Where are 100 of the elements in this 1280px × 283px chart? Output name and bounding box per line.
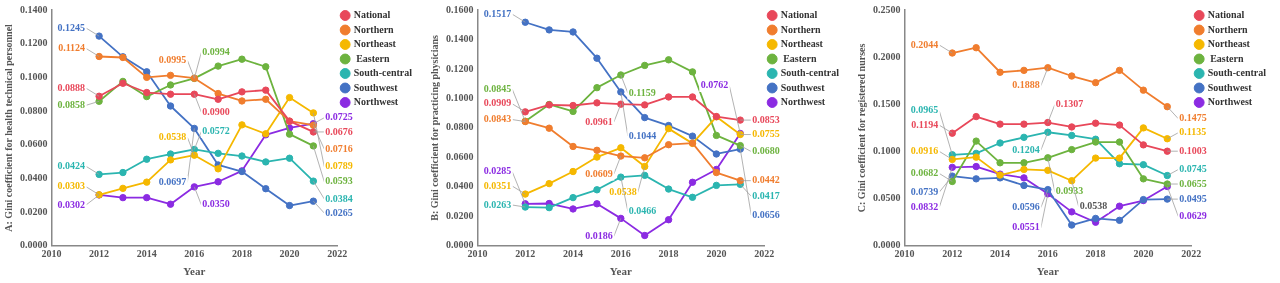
data-label: 0.0680 (752, 145, 780, 157)
data-label: 0.0933 (1055, 185, 1084, 197)
y-tick-label: 0.1200 (446, 62, 474, 74)
data-label: 0.0858 (57, 98, 86, 110)
x-tick-label: 2014 (136, 248, 157, 260)
data-label: 0.0843 (483, 113, 512, 125)
data-label: 0.0384 (325, 192, 353, 204)
data-label: 0.1003 (1179, 144, 1207, 156)
data-label: 0.0596 (1012, 201, 1040, 213)
data-label: 0.0994 (202, 45, 230, 57)
data-label: 0.0285 (483, 165, 512, 177)
y-axis-title: C: Gini coefficient for registered nurses (855, 43, 867, 213)
legend-label: Northwest (353, 96, 399, 108)
y-tick-label: 0.0500 (873, 192, 901, 204)
data-label: 0.0629 (1179, 210, 1207, 222)
x-tick-label: 2018 (1085, 248, 1106, 260)
data-label: 0.0655 (1179, 177, 1207, 189)
data-label: 0.0551 (1012, 221, 1040, 233)
data-label: 0.0538 (609, 186, 637, 198)
y-tick-label: 0.0800 (20, 104, 48, 116)
data-label: 0.0832 (910, 200, 939, 212)
legend-label: Eastern (780, 52, 817, 64)
data-label: 0.0424 (57, 159, 86, 171)
data-label: 0.1475 (1179, 112, 1207, 124)
legend-label: Northeast (353, 38, 397, 50)
y-tick-label: 0.0200 (446, 209, 474, 221)
data-label: 0.0593 (325, 175, 353, 187)
y-tick-label: 0.0600 (446, 150, 474, 162)
data-label: 0.0900 (202, 105, 230, 117)
data-label: 0.1307 (1055, 98, 1084, 110)
data-label: 0.0265 (325, 206, 353, 218)
data-label: 0.0725 (325, 111, 353, 123)
legend-label: National (353, 9, 391, 21)
y-tick-label: 0.0400 (446, 180, 474, 192)
x-tick-label: 2014 (990, 248, 1011, 260)
data-label: 0.1204 (1012, 143, 1040, 155)
legend-label: National (780, 9, 818, 21)
legend-label: Eastern (353, 52, 390, 64)
legend-label: National (1207, 9, 1245, 21)
data-label: 0.0682 (910, 167, 939, 179)
x-tick-label: 2016 (610, 248, 631, 260)
y-tick-label: 0.0000 (20, 239, 48, 251)
x-tick-label: 2022 (1181, 248, 1202, 260)
x-axis-title: Year (609, 265, 632, 278)
x-axis-title: Year (1036, 265, 1059, 278)
y-tick-label: 0.0400 (20, 172, 48, 184)
x-tick-label: 2018 (231, 248, 252, 260)
x-tick-label: 2016 (1037, 248, 1058, 260)
legend-label: South-central (780, 67, 840, 79)
legend-label: Southwest (780, 81, 826, 93)
data-label: 0.0762 (700, 79, 729, 91)
x-tick-label: 2022 (327, 248, 348, 260)
data-label: 0.0263 (483, 198, 512, 210)
x-tick-label: 2010 (467, 248, 488, 260)
y-tick-label: 0.1000 (20, 70, 48, 82)
data-label: 0.0789 (325, 160, 353, 172)
legend-label: Northern (1207, 23, 1249, 35)
y-tick-label: 0.1400 (446, 33, 474, 45)
data-label: 0.0755 (752, 128, 780, 140)
data-label: 0.0495 (1179, 192, 1207, 204)
data-label: 0.0351 (483, 179, 512, 191)
data-label: 0.0739 (910, 185, 939, 197)
data-label: 0.0995 (158, 53, 187, 65)
legend-label: Northwest (780, 96, 826, 108)
data-label: 0.1044 (628, 129, 657, 141)
y-tick-label: 0.2500 (873, 3, 901, 15)
data-label: 0.2044 (910, 38, 939, 50)
annotation: 0.0538 (1079, 200, 1108, 212)
legend-label: Eastern (1207, 52, 1244, 64)
data-label: 0.0909 (483, 97, 512, 109)
legend-label: South-central (353, 67, 413, 79)
y-tick-label: 0.1000 (446, 92, 474, 103)
data-label: 0.1245 (57, 21, 86, 33)
x-tick-label: 2020 (1133, 248, 1154, 260)
legend-label: Northwest (1207, 96, 1253, 108)
data-label: 0.0538 (158, 130, 187, 142)
data-label: 0.1517 (483, 7, 512, 19)
data-label: 0.0716 (325, 142, 353, 154)
data-label: 0.0609 (585, 167, 613, 179)
y-axis-title: B: Gini coefficient for practicing physicians (428, 34, 440, 221)
data-label: 0.1159 (628, 86, 656, 98)
y-tick-label: 0.1000 (873, 145, 901, 157)
y-tick-label: 0.0600 (20, 138, 48, 150)
data-label: 0.0965 (910, 104, 939, 116)
data-label: 0.0853 (752, 113, 780, 125)
x-tick-label: 2020 (706, 248, 727, 260)
data-label: 0.0442 (752, 174, 780, 186)
data-label: 0.0303 (57, 180, 86, 192)
y-tick-label: 0.1600 (446, 3, 474, 15)
x-tick-label: 2012 (89, 248, 110, 260)
x-tick-label: 2012 (515, 248, 536, 260)
data-label: 0.0656 (752, 208, 780, 220)
legend-label: Northeast (1207, 38, 1251, 50)
y-tick-label: 0.1500 (873, 97, 901, 109)
data-label: 0.0417 (752, 189, 780, 201)
y-tick-label: 0.0000 (873, 239, 901, 251)
y-tick-label: 0.0800 (446, 121, 474, 133)
x-tick-label: 2020 (279, 248, 300, 260)
data-label: 0.0302 (57, 198, 86, 210)
data-label: 0.0745 (1179, 163, 1207, 175)
